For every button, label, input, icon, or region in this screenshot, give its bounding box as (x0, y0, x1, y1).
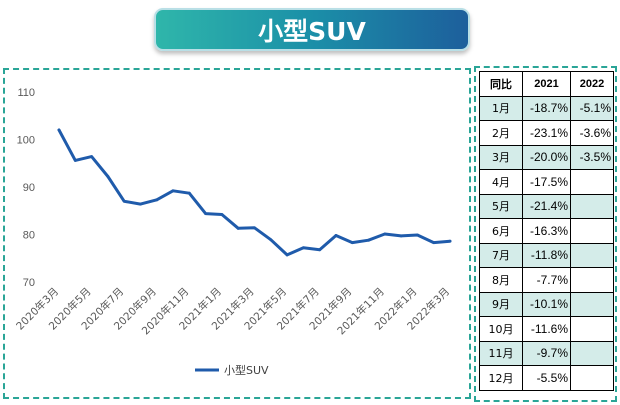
y-tick-label: 100 (17, 135, 35, 147)
value-2022-cell: -3.5% (570, 144, 614, 170)
value-2021-cell: -18.7% (522, 95, 571, 121)
value-2021-cell: -16.3% (522, 218, 571, 244)
table-row: 2月 -23.1% -3.6% (479, 120, 614, 146)
y-tick-label: 80 (23, 230, 35, 242)
data-point (253, 226, 256, 230)
table-row: 10月 -11.6% (479, 316, 614, 342)
value-2021-cell: -11.6% (522, 316, 571, 342)
table-row: 11月 -9.7% (479, 340, 614, 366)
data-point (171, 189, 175, 193)
data-point (106, 175, 110, 178)
value-2022-cell (570, 291, 614, 317)
data-point (122, 199, 126, 203)
table-row: 5月 -21.4% (479, 193, 614, 219)
data-point (57, 128, 61, 132)
value-2022-cell (570, 267, 614, 293)
month-cell: 11月 (479, 340, 523, 366)
y-tick-label: 70 (23, 277, 35, 289)
table-header-row: 同比 2021 2022 (479, 71, 614, 97)
value-2022-cell (570, 169, 614, 195)
data-point (432, 241, 436, 244)
table-row: 4月 -17.5% (479, 169, 614, 195)
data-point (204, 212, 208, 216)
y-tick-label: 90 (23, 182, 35, 194)
value-2021-cell: -7.7% (522, 267, 571, 293)
value-2021-cell: -11.8% (522, 242, 571, 268)
table-row: 6月 -16.3% (479, 218, 614, 244)
y-tick-label: 110 (17, 87, 35, 99)
data-point (448, 239, 452, 243)
data-point (399, 234, 403, 238)
month-cell: 2月 (479, 120, 523, 146)
month-cell: 5月 (479, 193, 523, 219)
value-2022-cell (570, 193, 614, 219)
month-cell: 7月 (479, 242, 523, 268)
month-cell: 12月 (479, 365, 523, 391)
value-2021-cell: -23.1% (522, 120, 571, 146)
value-2022-cell: -3.6% (570, 120, 614, 146)
value-2021-cell: -9.7% (522, 340, 571, 366)
data-point (383, 232, 387, 236)
month-cell: 1月 (479, 95, 523, 121)
data-point (285, 253, 289, 257)
value-2022-cell: -5.1% (570, 95, 614, 121)
value-2022-cell (570, 340, 614, 366)
chart-panel: 70 80 90 100 110 2020年3月 2020年5月 2020年7月 2020年9月… (3, 68, 471, 399)
value-2021-cell: -10.1% (522, 291, 571, 317)
data-point (187, 191, 191, 195)
value-2021-cell: -17.5% (522, 169, 571, 195)
line-chart: 7080901001102020年3月2020年5月2020年7月2020年9月… (13, 87, 452, 377)
table-row: 1月 -18.7% -5.1% (479, 95, 614, 121)
series-line (57, 128, 452, 257)
data-point (269, 238, 273, 242)
value-2021-cell: -5.5% (522, 365, 571, 391)
legend-label: 小型SUV (224, 363, 269, 377)
data-point (155, 198, 159, 202)
data-point (301, 246, 305, 250)
data-point (73, 159, 77, 162)
month-cell: 8月 (479, 267, 523, 293)
table-row: 7月 -11.8% (479, 242, 614, 268)
data-point (139, 202, 142, 206)
data-point (367, 238, 370, 242)
month-cell: 10月 (479, 316, 523, 342)
value-2022-cell (570, 316, 614, 342)
month-cell: 4月 (479, 169, 523, 195)
data-point (236, 226, 240, 230)
data-point (220, 213, 224, 216)
value-2022-cell (570, 242, 614, 268)
value-2021-cell: -20.0% (522, 144, 571, 170)
value-2022-cell (570, 218, 614, 244)
value-2021-cell: -21.4% (522, 193, 571, 219)
table-row: 9月 -10.1% (479, 291, 614, 317)
table-row: 12月 -5.5% (479, 365, 614, 391)
page-title: 小型SUV (154, 8, 470, 51)
yoy-table-panel: 同比 2021 2022 1月 -18.7% -5.1% 2月 -23.1% -… (474, 66, 617, 402)
value-2022-cell (570, 365, 614, 391)
header-cell-label: 同比 (479, 71, 523, 97)
data-point (350, 241, 354, 244)
table-row: 3月 -20.0% -3.5% (479, 144, 614, 170)
month-cell: 9月 (479, 291, 523, 317)
header-cell-2022: 2022 (570, 71, 614, 97)
data-point (90, 155, 93, 158)
data-point (334, 234, 338, 237)
yoy-table: 同比 2021 2022 1月 -18.7% -5.1% 2月 -23.1% -… (479, 71, 614, 391)
month-cell: 3月 (479, 144, 523, 170)
data-point (318, 248, 322, 252)
table-row: 8月 -7.7% (479, 267, 614, 293)
header-cell-2021: 2021 (522, 71, 571, 97)
month-cell: 6月 (479, 218, 523, 244)
data-point (416, 233, 419, 237)
